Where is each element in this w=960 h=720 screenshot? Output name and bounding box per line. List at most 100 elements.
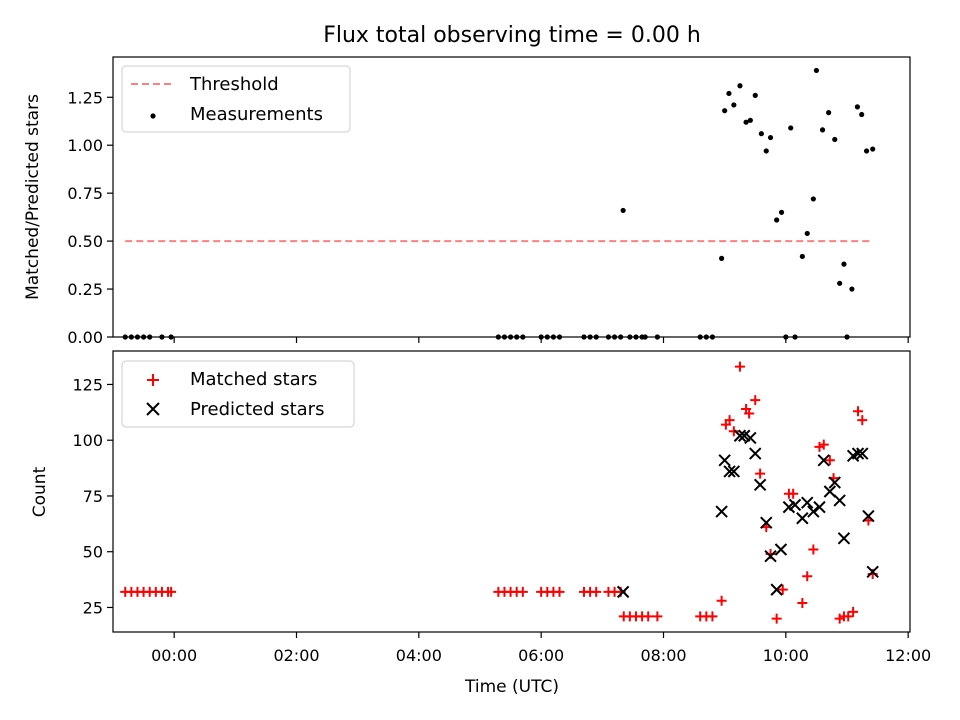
predicted-star-point xyxy=(744,431,757,445)
measurement-point xyxy=(726,90,732,97)
top-y-axis: 0.00 0.25 0.50 0.75 1.00 1.25 xyxy=(67,88,113,347)
measurement-point xyxy=(813,67,820,74)
measurement-point xyxy=(819,127,826,133)
x-tick-label: 00:00 xyxy=(151,646,197,665)
bottom-legend: Matched stars Predicted stars xyxy=(121,360,355,428)
bottom-y-axis-label: Count xyxy=(30,466,50,517)
measurement-point xyxy=(854,104,860,110)
predicted-star-point xyxy=(801,496,814,509)
bottom-axes-frame xyxy=(112,350,911,633)
measurement-point xyxy=(778,209,785,215)
top-y-axis-label: Matched/Predicted stars xyxy=(23,94,43,300)
bottom-legend-box xyxy=(121,360,355,428)
measurement-point xyxy=(737,83,743,89)
predicted-star-point xyxy=(764,549,777,563)
measurement-point xyxy=(810,196,816,202)
matched-star-point xyxy=(853,406,864,417)
chart-title: Flux total observing time = 0.00 h xyxy=(323,23,701,48)
matched-star-point xyxy=(802,571,813,582)
y-tick-label: 0.50 xyxy=(67,232,103,251)
measurement-point xyxy=(743,119,749,125)
y-tick-label: 50 xyxy=(83,543,103,562)
predicted-star-point xyxy=(727,465,741,478)
measurement-point xyxy=(722,108,728,114)
predicted-star-point xyxy=(828,476,841,489)
matched-star-point xyxy=(554,586,565,597)
predicted-star-point xyxy=(718,454,731,467)
matched-star-point xyxy=(591,586,602,597)
top-x-axis xyxy=(173,337,909,343)
matched-star-point xyxy=(824,455,835,466)
top-legend: Threshold Measurements xyxy=(121,65,351,133)
y-tick-label: 25 xyxy=(83,598,103,617)
predicted-star-point xyxy=(833,494,846,507)
predicted-star-point xyxy=(733,429,747,442)
legend-predicted-swatch xyxy=(146,402,160,416)
measurement-point xyxy=(826,110,832,116)
measurement-point xyxy=(804,230,810,237)
predicted-star-point xyxy=(823,485,837,498)
matched-star-point xyxy=(771,613,782,624)
measurement-point xyxy=(763,148,769,154)
y-tick-label: 0.25 xyxy=(67,280,103,299)
predicted-star-point xyxy=(851,447,865,460)
x-tick-label: 02:00 xyxy=(273,646,319,665)
predicted-star-point xyxy=(862,509,875,523)
matched-star-point xyxy=(728,426,739,437)
measurement-point xyxy=(767,134,774,141)
measurement-point xyxy=(731,102,737,108)
top-legend-box xyxy=(121,65,351,133)
legend-matched-swatch xyxy=(147,374,159,386)
legend-measurements-label: Measurements xyxy=(190,104,323,125)
x-tick-label: 10:00 xyxy=(763,646,809,665)
matched-star-point xyxy=(744,408,755,419)
measurement-point xyxy=(758,131,764,137)
measurement-point xyxy=(752,92,758,98)
predicted-star-point xyxy=(796,512,809,525)
matched-star-point xyxy=(517,586,528,597)
measurement-point xyxy=(837,280,843,286)
predicted-star-point xyxy=(760,516,773,529)
matched-star-point xyxy=(777,584,788,595)
x-tick-label: 06:00 xyxy=(518,646,564,665)
measurement-point xyxy=(832,136,838,143)
predicted-star-point xyxy=(817,454,830,467)
bottom-x-axis: 00:00 02:00 04:00 06:00 08:00 10:00 12:00 xyxy=(151,632,931,665)
measurement-point xyxy=(859,111,865,118)
bottom-y-axis: 25 50 75 100 125 xyxy=(72,375,113,617)
legend-predicted-label: Predicted stars xyxy=(190,399,324,420)
y-tick-label: 1.25 xyxy=(67,88,103,107)
predicted-star-point xyxy=(723,465,736,478)
matched-star-point xyxy=(734,361,745,372)
matched-star-point xyxy=(643,611,654,622)
predicted-star-point xyxy=(753,478,767,492)
bottom-plot-area xyxy=(120,361,879,624)
matched-star-point xyxy=(848,606,859,617)
predicted-star-point xyxy=(837,532,851,545)
predicted-star-point xyxy=(856,447,869,460)
matched-star-point xyxy=(818,439,829,450)
legend-matched-label: Matched stars xyxy=(190,369,317,390)
matched-star-point xyxy=(797,598,808,609)
measurement-point xyxy=(774,217,780,223)
x-tick-label: 04:00 xyxy=(396,646,442,665)
measurement-point xyxy=(863,148,870,154)
predicted-star-point xyxy=(774,543,788,556)
matched-star-point xyxy=(750,395,761,406)
y-tick-label: 125 xyxy=(72,375,103,394)
x-axis-label: Time (UTC) xyxy=(464,677,559,697)
x-tick-label: 08:00 xyxy=(640,646,686,665)
matched-star-point xyxy=(166,586,177,597)
measurement-point xyxy=(620,207,626,214)
y-tick-label: 0.75 xyxy=(67,184,103,203)
matched-star-point xyxy=(716,595,727,606)
measurement-point xyxy=(841,261,847,267)
predicted-star-point xyxy=(866,565,879,578)
y-tick-label: 1.00 xyxy=(67,136,103,155)
matched-star-point xyxy=(843,611,854,622)
predicted-star-point xyxy=(715,505,728,518)
matched-star-point xyxy=(652,611,663,622)
y-tick-label: 0.00 xyxy=(67,328,103,347)
top-axes-frame xyxy=(112,56,911,338)
